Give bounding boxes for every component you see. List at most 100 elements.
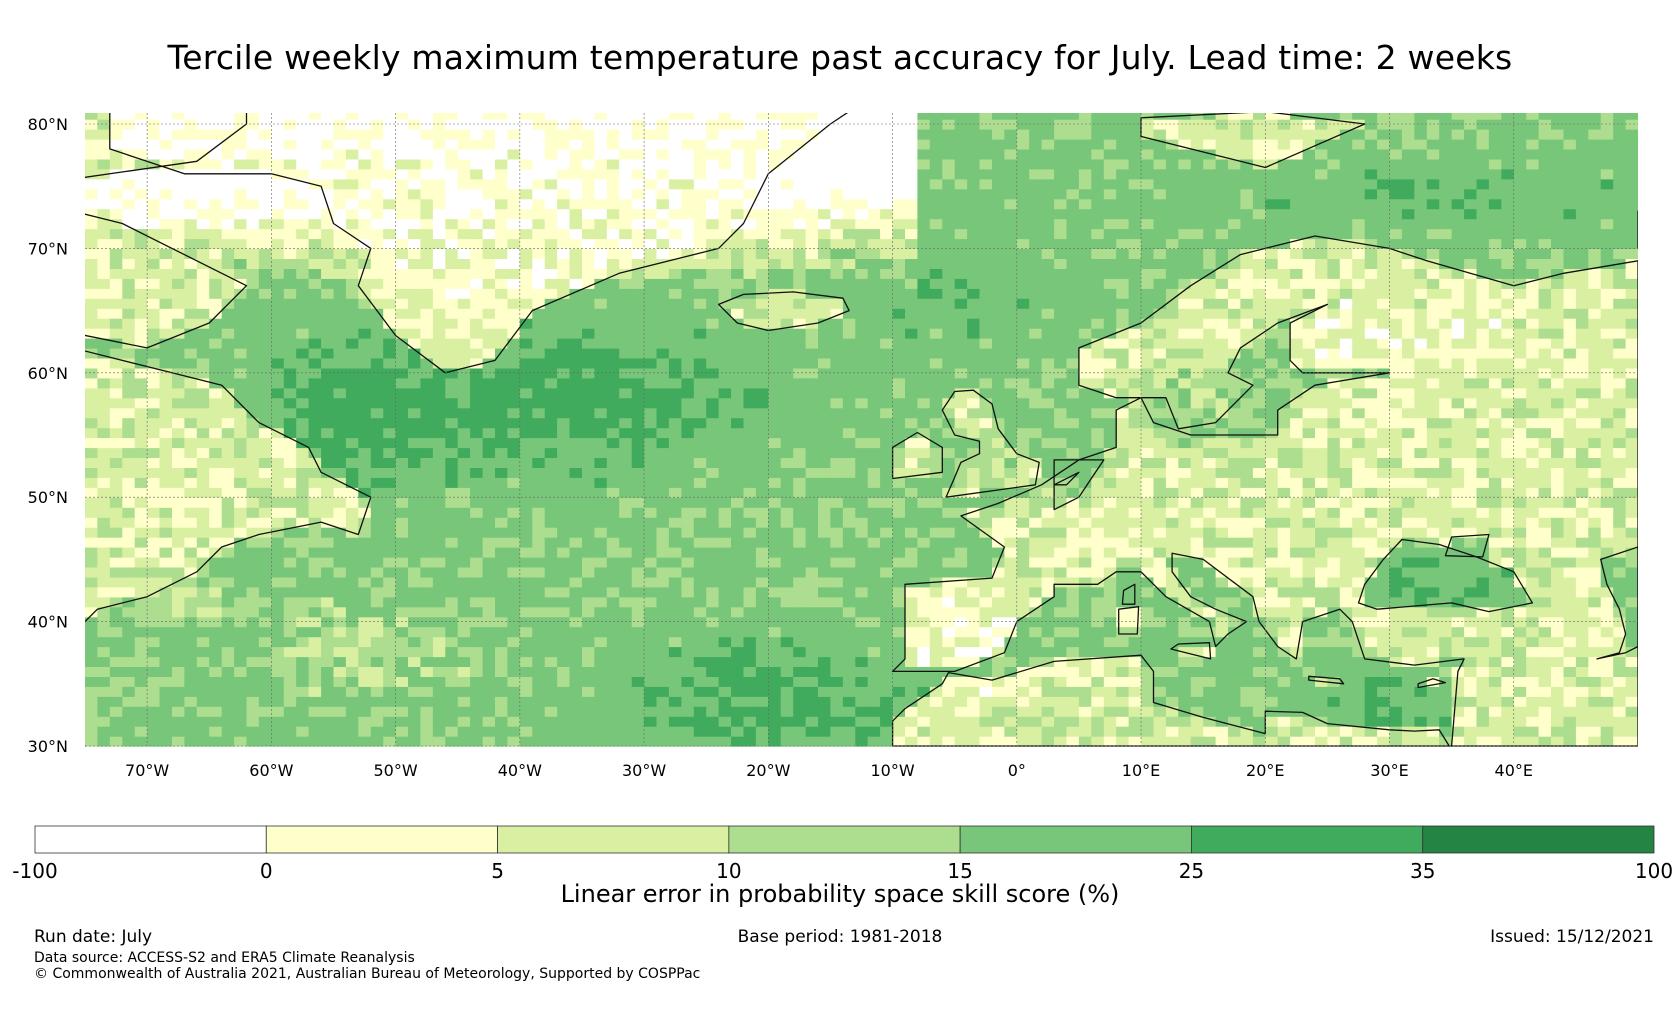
grid-cell — [507, 726, 521, 737]
grid-cell — [1029, 616, 1043, 628]
grid-cell — [482, 218, 496, 230]
grid-cell — [383, 298, 397, 309]
grid-cell — [768, 676, 782, 687]
grid-cell — [979, 288, 993, 299]
grid-cell — [221, 576, 235, 588]
grid-cell — [619, 119, 633, 130]
grid-cell — [147, 198, 161, 210]
grid-cell — [470, 487, 484, 498]
grid-cell — [929, 706, 943, 717]
grid-cell — [967, 218, 981, 230]
grid-cell — [942, 238, 956, 249]
grid-cell — [172, 119, 185, 130]
grid-cell — [296, 218, 310, 230]
grid-cell — [184, 238, 198, 249]
grid-cell — [892, 129, 906, 140]
grid-cell — [631, 507, 645, 518]
grid-cell — [147, 178, 161, 190]
grid-cell — [85, 696, 98, 707]
grid-cell — [805, 298, 819, 309]
grid-cell — [507, 437, 521, 449]
grid-cell — [1041, 113, 1055, 120]
grid-cell — [830, 113, 844, 120]
grid-cell — [979, 238, 993, 249]
grid-cell — [532, 646, 546, 658]
grid-cell — [631, 113, 645, 120]
grid-cell — [296, 278, 310, 289]
grid-cell — [656, 566, 670, 578]
grid-cell — [321, 208, 335, 220]
grid-cell — [1041, 158, 1055, 170]
grid-cell — [308, 507, 322, 518]
grid-cell — [109, 626, 123, 638]
grid-cell — [681, 258, 695, 269]
grid-cell — [569, 626, 583, 638]
grid-cell — [420, 437, 434, 449]
grid-cell — [755, 228, 769, 240]
grid-cell — [445, 318, 459, 329]
grid-cell — [159, 696, 173, 707]
grid-cell — [569, 298, 583, 309]
grid-cell — [842, 113, 856, 120]
grid-cell — [619, 318, 633, 329]
grid-cell — [532, 113, 546, 120]
grid-cell — [470, 736, 484, 747]
grid-cell — [557, 437, 571, 449]
grid-cell — [967, 487, 981, 498]
grid-cell — [196, 397, 210, 409]
grid-cell — [880, 586, 894, 598]
grid-cell — [445, 129, 459, 140]
grid-cell — [668, 606, 682, 618]
grid-cell — [470, 586, 484, 598]
grid-cell — [333, 586, 347, 598]
grid-cell — [967, 129, 981, 140]
grid-cell — [519, 497, 533, 508]
grid-cell — [768, 347, 782, 359]
grid-cell — [85, 427, 98, 439]
grid-cell — [954, 447, 968, 458]
grid-cell — [855, 517, 869, 528]
grid-cell — [134, 258, 148, 269]
grid-cell — [333, 716, 347, 727]
grid-cell — [296, 636, 310, 648]
grid-cell — [172, 427, 185, 439]
grid-cell — [880, 517, 894, 528]
grid-cell — [656, 218, 670, 230]
grid-cell — [569, 168, 583, 180]
grid-cell — [718, 228, 732, 240]
grid-cell — [134, 686, 148, 697]
grid-cell — [159, 437, 173, 449]
grid-cell — [196, 417, 210, 429]
grid-cell — [495, 228, 508, 240]
grid-cell — [892, 427, 906, 439]
grid-cell — [122, 338, 136, 349]
grid-cell — [85, 467, 98, 478]
grid-cell — [246, 636, 260, 648]
grid-cell — [85, 377, 98, 389]
grid-cell — [606, 716, 620, 727]
grid-cell — [830, 646, 844, 658]
grid-cell — [594, 168, 608, 180]
grid-cell — [196, 248, 210, 259]
grid-cell — [979, 407, 993, 419]
grid-cell — [731, 666, 744, 677]
grid-cell — [929, 616, 943, 628]
grid-cell — [855, 198, 869, 210]
grid-cell — [134, 556, 148, 568]
grid-cell — [569, 357, 583, 369]
grid-cell — [780, 596, 794, 608]
grid-cell — [693, 626, 707, 638]
grid-cell — [532, 477, 546, 488]
grid-cell — [85, 527, 98, 538]
grid-cell — [308, 467, 322, 478]
grid-cell — [917, 288, 931, 299]
grid-cell — [830, 666, 844, 677]
grid-cell — [408, 636, 421, 648]
grid-cell — [445, 666, 459, 677]
grid-cell — [681, 158, 695, 170]
grid-cell — [905, 427, 918, 439]
grid-cell — [457, 586, 471, 598]
grid-cell — [718, 318, 732, 329]
grid-cell — [992, 457, 1005, 468]
grid-cell — [321, 298, 335, 309]
